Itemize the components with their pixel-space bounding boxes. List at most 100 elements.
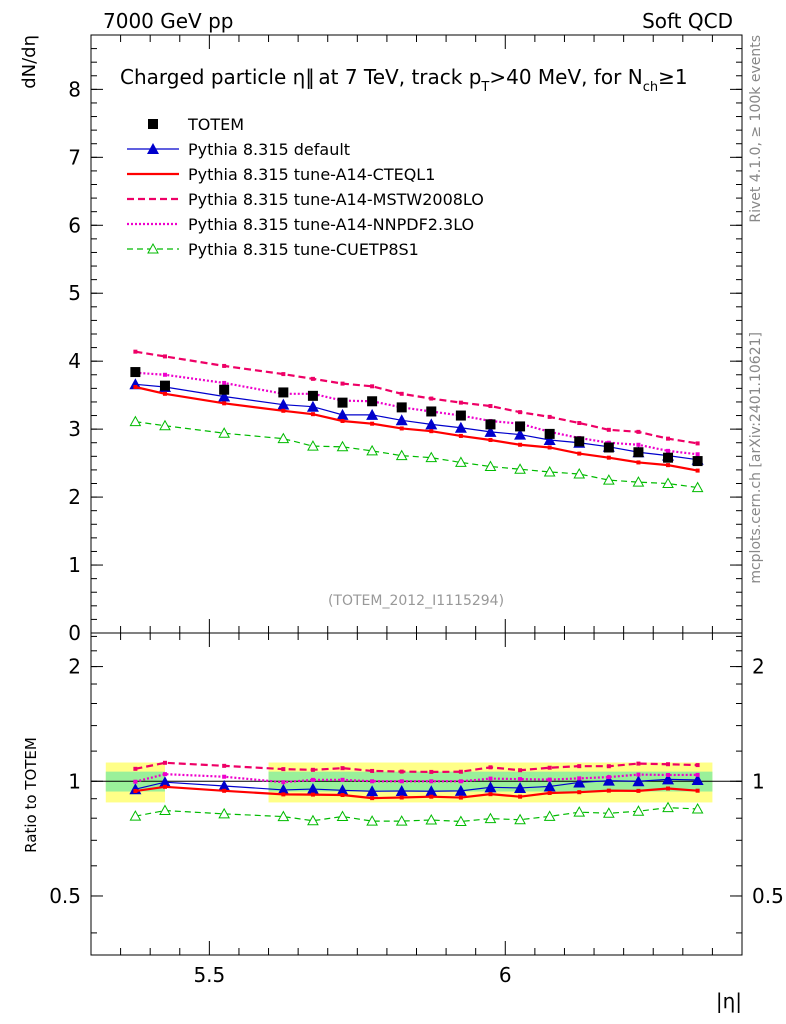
series-point-cuetp8s1 — [632, 476, 645, 487]
data-point-totem — [663, 452, 674, 463]
series-point-mstw — [666, 436, 671, 441]
header-process: Soft QCD — [642, 9, 733, 33]
series-point-cteql1 — [518, 442, 523, 447]
ratio-point-mstw — [340, 766, 345, 771]
ratio-line-cteql1 — [135, 785, 698, 800]
ratio-point-mstw — [133, 766, 138, 771]
ratio-point-cuetp8s1 — [543, 810, 556, 821]
ratio-point-nnpdf — [370, 779, 375, 784]
series-line-cteql1 — [135, 385, 698, 472]
ratio-point-default — [336, 784, 349, 796]
ratio-point-nnpdf — [458, 779, 463, 784]
ratio-point-mstw — [606, 764, 611, 769]
ratio-point-nnpdf — [399, 779, 404, 784]
series-point-cteql1 — [488, 438, 493, 443]
x-tick-label: 6 — [499, 963, 512, 987]
chart-title-bar: | — [308, 65, 315, 89]
series-point-default — [543, 434, 556, 446]
series-line-mstw — [135, 350, 698, 445]
series-point-default — [395, 414, 408, 426]
data-point-totem — [574, 436, 585, 447]
data-point-totem — [633, 447, 644, 458]
legend-marker-totem — [148, 119, 158, 129]
series-point-default — [366, 408, 379, 420]
series-point-cuetp8s1 — [573, 467, 586, 479]
ratio-point-cteql1 — [222, 788, 227, 793]
ratio-point-nnpdf — [429, 779, 434, 784]
ratio-point-cteql1 — [458, 795, 463, 800]
series-point-cuetp8s1 — [336, 440, 349, 452]
ratio-point-mstw — [458, 769, 463, 774]
data-point-totem — [337, 397, 348, 408]
data-point-totem — [603, 442, 614, 453]
ratio-point-default — [425, 785, 438, 797]
ratio-point-cuetp8s1 — [336, 810, 349, 822]
y-tick-label: 1 — [68, 553, 81, 577]
series-point-default — [336, 408, 349, 420]
ratio-point-cuetp8s1 — [307, 814, 319, 826]
series-point-cuetp8s1 — [218, 427, 231, 438]
ratio-point-nnpdf — [133, 779, 138, 784]
legend-label-cteql1: Pythia 8.315 tune-A14-CTEQL1 — [188, 165, 435, 184]
ratio-point-cteql1 — [666, 786, 671, 791]
series-point-cuetp8s1 — [514, 463, 526, 474]
ratio-point-cteql1 — [577, 790, 582, 795]
series-point-mstw — [518, 410, 523, 415]
data-point-totem — [426, 406, 437, 417]
series-point-mstw — [606, 427, 611, 432]
y-tick-label: 6 — [68, 213, 81, 237]
y-tick-label: 7 — [68, 145, 81, 169]
ratio-point-nnpdf — [281, 780, 286, 785]
series-point-cteql1 — [695, 468, 700, 473]
ratio-point-cteql1 — [370, 796, 375, 801]
ratio-point-default — [632, 775, 645, 787]
ratio-point-cuetp8s1 — [218, 807, 231, 819]
ratio-point-default — [395, 785, 408, 797]
series-point-mstw — [488, 404, 493, 409]
ratio-point-cuetp8s1 — [455, 815, 467, 826]
x-tick-label: 5.5 — [193, 963, 225, 987]
series-point-cteql1 — [281, 408, 286, 413]
series-point-cteql1 — [133, 385, 138, 390]
ratio-point-nnpdf — [162, 772, 167, 777]
ratio-point-cuetp8s1 — [602, 807, 615, 818]
ratio-point-nnpdf — [340, 777, 345, 782]
ratio-point-nnpdf — [310, 777, 315, 782]
header-energy: 7000 GeV pp — [103, 9, 234, 33]
ratio-point-cuetp8s1 — [366, 815, 378, 826]
data-point-totem — [544, 428, 555, 439]
ratio-point-mstw — [281, 767, 286, 772]
reference-label: (TOTEM_2012_I1115294) — [328, 593, 504, 609]
ratio-tick-label: 1 — [68, 769, 81, 793]
ratio-point-cuetp8s1 — [129, 810, 142, 821]
series-point-nnpdf — [162, 372, 167, 377]
ratio-point-mstw — [666, 762, 671, 767]
ratio-point-cteql1 — [340, 793, 345, 798]
series-point-mstw — [399, 391, 404, 396]
ratio-point-cuetp8s1 — [425, 813, 438, 825]
ratio-line-default — [135, 778, 698, 792]
data-point-totem — [455, 410, 466, 421]
data-point-totem — [485, 419, 496, 430]
series-point-mstw — [577, 421, 582, 426]
ratio-point-cteql1 — [429, 794, 434, 799]
series-point-default — [484, 425, 497, 437]
ratio-point-default — [454, 784, 467, 796]
series-point-nnpdf — [222, 380, 227, 385]
series-point-cteql1 — [370, 421, 375, 426]
data-point-totem — [692, 456, 703, 467]
series-point-cuetp8s1 — [691, 481, 704, 493]
ratio-point-cuetp8s1 — [514, 813, 526, 825]
legend-label-nnpdf: Pythia 8.315 tune-A14-NNPDF2.3LO — [188, 215, 474, 234]
series-point-cteql1 — [429, 429, 434, 434]
ratio-point-cuetp8s1 — [573, 806, 586, 817]
ratio-point-default — [543, 780, 556, 792]
series-point-cuetp8s1 — [129, 415, 142, 427]
data-point-totem — [307, 390, 318, 401]
legend-label-default: Pythia 8.315 default — [188, 140, 350, 159]
series-point-mstw — [636, 429, 641, 434]
ratio-point-mstw — [162, 760, 167, 765]
ratio-tick-label: 0.5 — [49, 884, 81, 908]
